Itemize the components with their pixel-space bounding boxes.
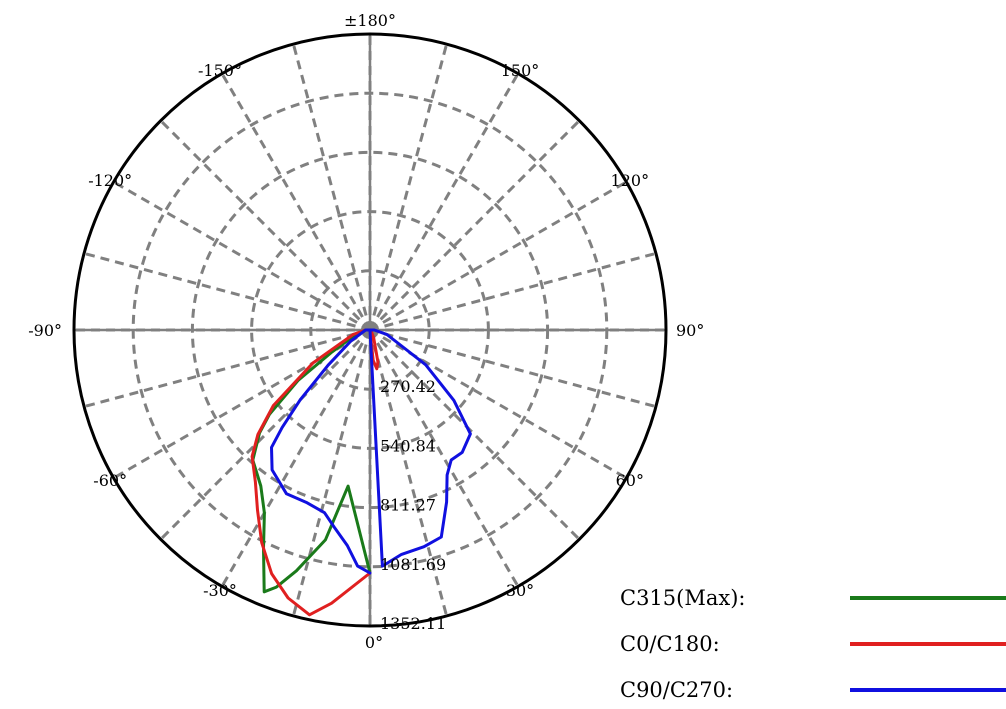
grid-spoke-14 [220, 72, 372, 331]
series-line-2 [270, 328, 472, 575]
angle-label-8: -60° [93, 471, 127, 490]
grid-spoke-15 [159, 119, 372, 332]
angle-label-9: -90° [28, 321, 62, 340]
angle-label-1: 150° [501, 61, 540, 80]
grid-spoke-11 [368, 43, 449, 331]
angle-label-6: 0° [365, 633, 383, 652]
legend: C315(Max): C0/C180: C90/C270: [620, 586, 1006, 702]
angle-label-2: 120° [611, 171, 650, 190]
angle-label-3: 90° [676, 321, 704, 340]
grid-spoke-23 [291, 329, 372, 617]
angle-label-0: ±180° [344, 11, 396, 30]
grid-spoke-7 [369, 251, 657, 332]
legend-label-2: C90/C270: [620, 678, 733, 702]
angle-label-11: -150° [198, 61, 242, 80]
grid-spoke-9 [368, 119, 581, 332]
grid-spoke-1 [368, 329, 449, 617]
ring-label-1: 540.84 [380, 436, 436, 455]
grid-spoke-22 [220, 329, 372, 588]
axis-labels: ±180° 150° 120° 90° 60° 30° 0° -30° -60° -90° -120… [28, 11, 704, 652]
angle-label-7: -30° [203, 581, 237, 600]
series-curves [250, 328, 472, 617]
angle-label-4: 60° [616, 471, 644, 490]
ring-label-3: 1081.69 [380, 555, 446, 574]
grid-spoke-13 [291, 43, 372, 331]
series-line-1 [250, 328, 380, 617]
grid-spoke-2 [368, 329, 520, 588]
legend-label-1: C0/C180: [620, 632, 720, 656]
grid-spoke-3 [368, 328, 581, 541]
grid-spoke-16 [112, 180, 371, 332]
grid-spoke-21 [159, 328, 372, 541]
grid-spoke-5 [369, 328, 657, 409]
ring-label-4: 1352.11 [380, 614, 446, 633]
ring-label-0: 270.42 [380, 377, 436, 396]
grid-spoke-17 [83, 251, 371, 332]
series-line-0 [251, 328, 372, 594]
outer-circle [72, 32, 668, 628]
angle-label-5: 30° [506, 581, 534, 600]
ring-label-2: 811.27 [380, 496, 436, 515]
grid-spoke-10 [368, 72, 520, 331]
legend-label-0: C315(Max): [620, 586, 745, 610]
grid-spoke-8 [369, 180, 628, 332]
angle-label-10: -120° [88, 171, 132, 190]
grid-spoke-19 [83, 328, 371, 409]
